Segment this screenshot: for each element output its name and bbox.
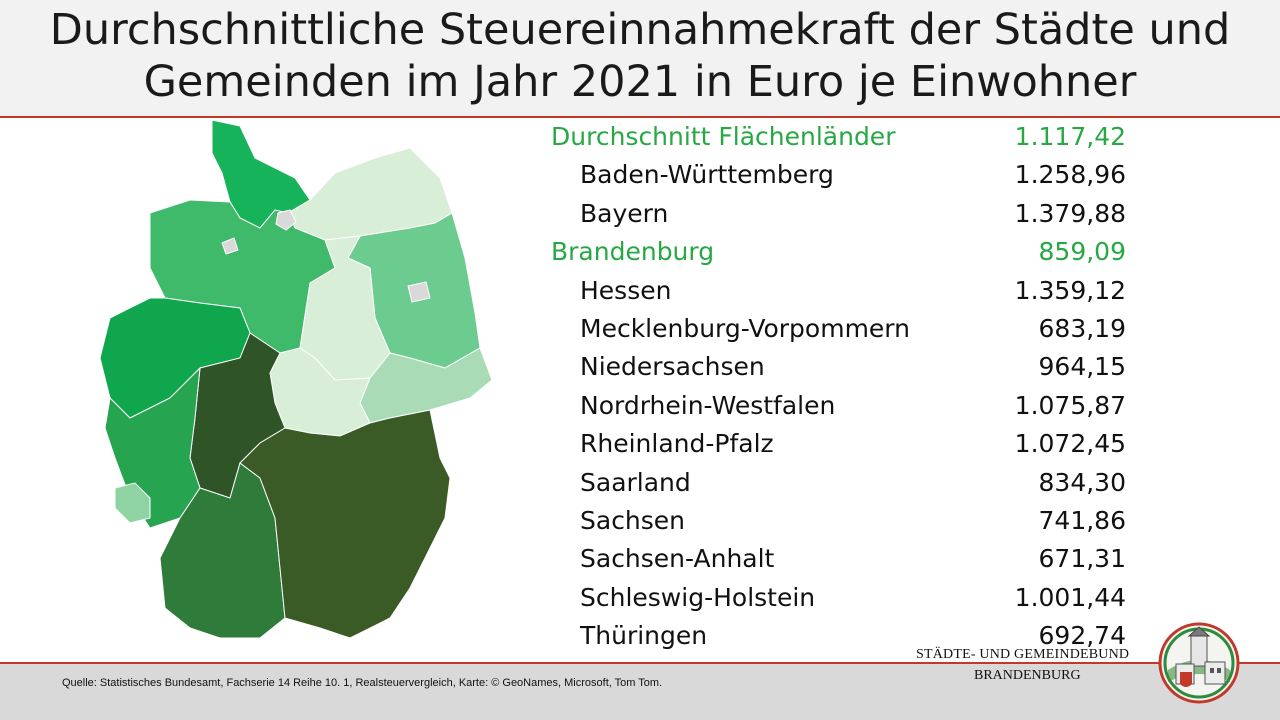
- table-row: Hessen 1.359,12: [550, 272, 1150, 310]
- table-row: Brandenburg 859,09: [550, 233, 1150, 271]
- row-label: Durchschnitt Flächenländer: [551, 122, 896, 151]
- row-label: Niedersachsen: [580, 352, 765, 382]
- region-saarland: [114, 482, 151, 524]
- brand-name-line2: BRANDENBURG: [974, 668, 1081, 683]
- row-label: Saarland: [580, 467, 691, 497]
- row-label: Schleswig-Holstein: [580, 582, 816, 612]
- row-value: 1.001,44: [1014, 582, 1126, 612]
- table-row: Durchschnitt Flächenländer 1.117,42: [550, 118, 1150, 156]
- row-value: 1.379,88: [1014, 198, 1126, 228]
- row-value: 964,15: [1038, 352, 1126, 382]
- row-value: 859,09: [1038, 237, 1126, 267]
- region-bayern: [239, 409, 451, 639]
- row-value: 741,86: [1038, 505, 1126, 535]
- slide-title: Durchschnittliche Steuereinnahmekraft de…: [49, 5, 1231, 107]
- table-row: Thüringen 692,74: [550, 617, 1150, 655]
- row-value: 1.359,12: [1014, 275, 1126, 305]
- table-row: Bayern 1.379,88: [550, 195, 1150, 233]
- table-row: Rheinland-Pfalz 1.072,45: [550, 425, 1150, 463]
- table-row: Schleswig-Holstein 1.001,44: [550, 579, 1150, 617]
- row-label: Brandenburg: [551, 237, 715, 267]
- row-label: Rheinland-Pfalz: [580, 429, 774, 459]
- brand-name-line1: STÄDTE- UND GEMEINDEBUND: [916, 647, 1130, 662]
- region-hamburg: [275, 209, 297, 231]
- table-row: Sachsen-Anhalt 671,31: [550, 540, 1150, 578]
- table-row: Sachsen 741,86: [550, 502, 1150, 540]
- row-value: 1.117,42: [1014, 122, 1126, 151]
- coat-of-arms-logo: [1158, 622, 1240, 704]
- table-row: Saarland 834,30: [550, 464, 1150, 502]
- table-row: Niedersachsen 964,15: [550, 348, 1150, 386]
- row-value: 834,30: [1038, 467, 1126, 497]
- row-label: Sachsen-Anhalt: [580, 544, 775, 574]
- row-value: 1.075,87: [1014, 390, 1126, 420]
- region-berlin: [407, 281, 431, 303]
- row-value: 683,19: [1038, 313, 1126, 343]
- row-value: 1.258,96: [1014, 160, 1126, 190]
- row-label: Thüringen: [580, 621, 708, 651]
- source-note: Quelle: Statistisches Bundesamt, Fachser…: [62, 677, 663, 689]
- row-value: 692,74: [1038, 621, 1126, 651]
- region-bremen: [221, 237, 239, 255]
- footer-bar: [0, 664, 1280, 720]
- title-bar: [0, 0, 1280, 116]
- footer-divider: [0, 662, 1280, 664]
- germany-map: [99, 119, 493, 639]
- tax-table: Durchschnitt Flächenländer 1.117,42 Baden…: [550, 118, 1150, 655]
- title-divider: [0, 116, 1280, 118]
- table-row: Nordrhein-Westfalen 1.075,87: [550, 387, 1150, 425]
- row-label: Baden-Württemberg: [580, 160, 834, 190]
- row-label: Hessen: [580, 275, 672, 305]
- row-label: Mecklenburg-Vorpommern: [580, 313, 910, 343]
- row-value: 1.072,45: [1014, 429, 1126, 459]
- table-row: Mecklenburg-Vorpommern 683,19: [550, 310, 1150, 348]
- row-label: Sachsen: [580, 505, 686, 535]
- table-row: Baden-Württemberg 1.258,96: [550, 156, 1150, 194]
- row-label: Nordrhein-Westfalen: [580, 390, 836, 420]
- row-value: 671,31: [1038, 544, 1126, 574]
- row-label: Bayern: [580, 198, 669, 228]
